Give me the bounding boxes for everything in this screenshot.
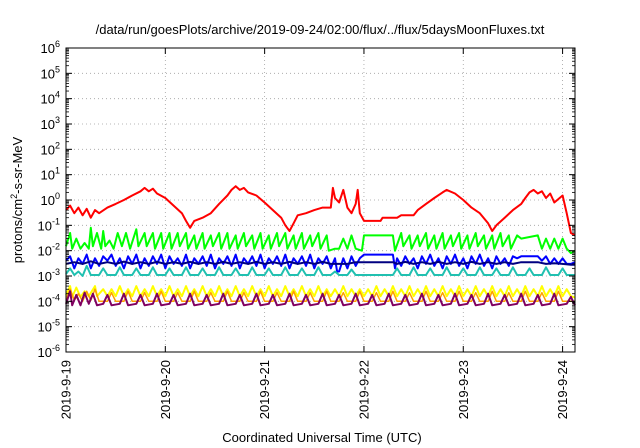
- y-tick-base: 10: [38, 269, 52, 284]
- y-tick-label: 100: [41, 191, 60, 208]
- y-tick-label: 10-3: [38, 267, 60, 284]
- y-tick-exp: 2: [55, 140, 60, 150]
- y-tick-exp: 6: [55, 39, 60, 49]
- series-line-6: [65, 285, 576, 299]
- x-tick-label: 2019-9-19: [59, 360, 74, 419]
- y-tick-exp: -3: [52, 267, 60, 277]
- y-tick-base: 10: [38, 218, 52, 233]
- series-line-2: [65, 226, 576, 255]
- y-tick-base: 10: [41, 142, 55, 157]
- y-axis-label-rest: -s-sr-MeV: [10, 136, 25, 193]
- y-tick-label: 10-6: [38, 343, 60, 360]
- y-tick-base: 10: [38, 320, 52, 335]
- y-tick-base: 10: [38, 294, 52, 309]
- y-tick-exp: -1: [52, 216, 60, 226]
- y-tick-exp: 4: [55, 90, 60, 100]
- chart-title: /data/run/goesPlots/archive/2019-09-24/0…: [96, 22, 545, 37]
- x-tick-label: 2019-9-22: [356, 360, 371, 419]
- grid-lines: [66, 48, 575, 352]
- y-tick-exp: -5: [52, 318, 60, 328]
- y-tick-exp: -2: [52, 242, 60, 252]
- y-tick-base: 10: [41, 168, 55, 183]
- ylabel-group: protons/cm2-s-sr-MeV: [9, 136, 25, 263]
- axis-ticks: 10-610-510-410-310-210-11001011021031041…: [38, 39, 575, 419]
- x-axis-label: Coordinated Universal Time (UTC): [222, 430, 421, 445]
- series-lines: [65, 185, 576, 307]
- y-tick-base: 10: [38, 244, 52, 259]
- y-tick-base: 10: [41, 117, 55, 132]
- y-tick-exp: 5: [55, 64, 60, 74]
- y-tick-label: 101: [41, 166, 60, 183]
- y-tick-label: 104: [41, 90, 60, 107]
- y-tick-base: 10: [41, 41, 55, 56]
- series-line-4: [65, 260, 575, 266]
- y-tick-base: 10: [41, 66, 55, 81]
- y-tick-label: 102: [41, 140, 60, 157]
- y-tick-label: 105: [41, 64, 60, 81]
- x-tick-label: 2019-9-23: [456, 360, 471, 419]
- y-tick-base: 10: [41, 92, 55, 107]
- y-tick-label: 10-4: [38, 292, 60, 309]
- y-tick-exp: 1: [55, 166, 60, 176]
- y-axis-label: protons/cm2-s-sr-MeV: [9, 136, 25, 263]
- series-line-8: [65, 290, 576, 307]
- y-axis-label-base: protons/cm: [10, 199, 25, 263]
- x-tick-label: 2019-9-21: [257, 360, 272, 419]
- series-line-5: [65, 264, 575, 277]
- y-tick-label: 10-1: [38, 216, 60, 233]
- x-tick-label: 2019-9-20: [158, 360, 173, 419]
- y-tick-label: 106: [41, 39, 60, 56]
- series-line-1: [65, 185, 576, 237]
- y-tick-label: 103: [41, 115, 60, 132]
- y-tick-base: 10: [41, 193, 55, 208]
- y-tick-exp: -4: [52, 292, 60, 302]
- y-tick-base: 10: [38, 345, 52, 360]
- y-tick-exp: 0: [55, 191, 60, 201]
- series-line-3: [65, 253, 576, 273]
- y-tick-exp: 3: [55, 115, 60, 125]
- y-tick-label: 10-5: [38, 318, 60, 335]
- x-tick-label: 2019-9-24: [555, 360, 570, 419]
- y-tick-exp: -6: [52, 343, 60, 353]
- y-tick-label: 10-2: [38, 242, 60, 259]
- y-axis-label-sup: 2: [9, 194, 19, 199]
